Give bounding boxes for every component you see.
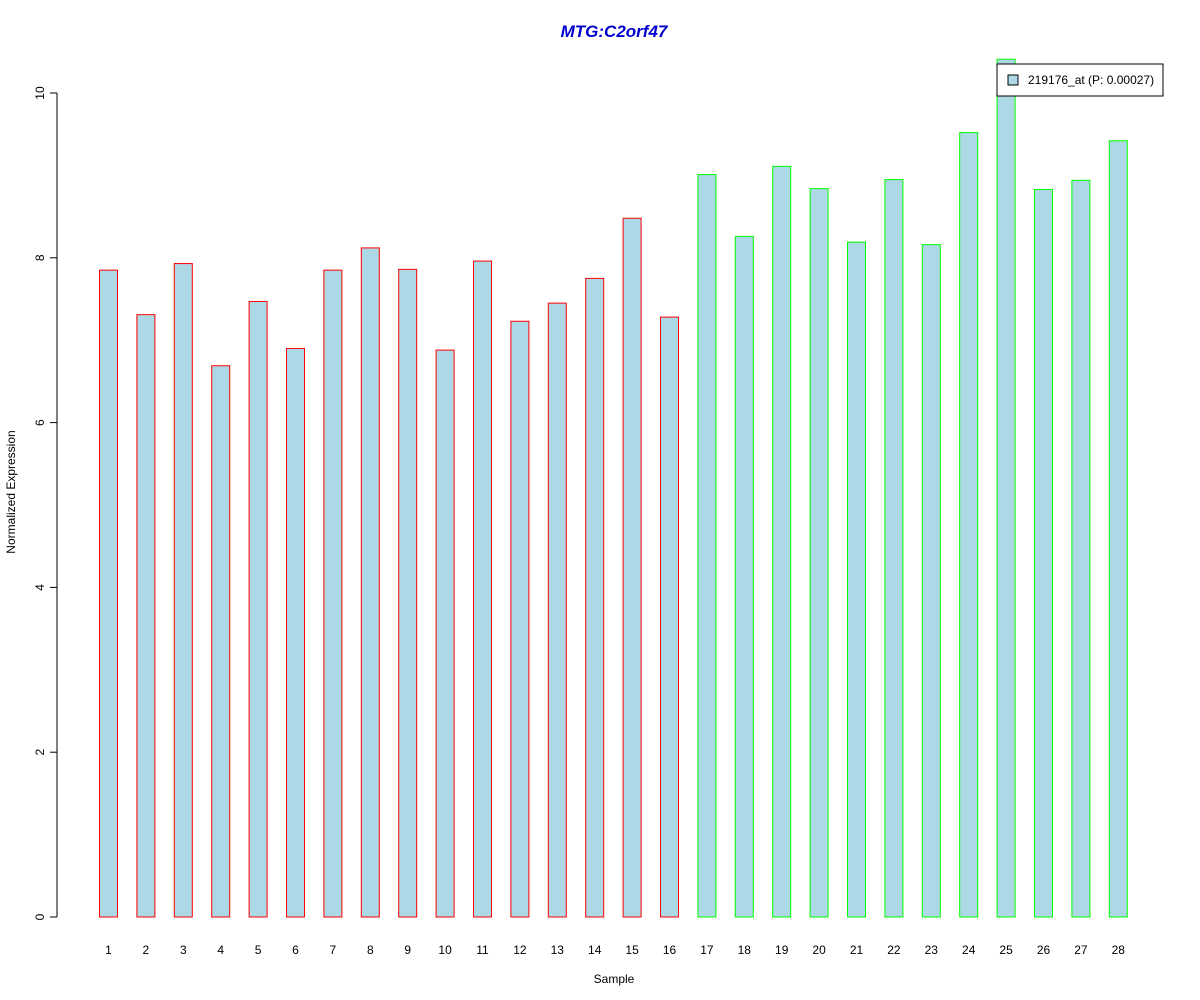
bar — [211, 365, 231, 918]
bar — [847, 241, 866, 918]
x-tick-label: 17 — [700, 943, 714, 957]
bar — [99, 269, 118, 918]
x-tick-label: 12 — [513, 943, 527, 957]
x-tick-label: 13 — [551, 943, 565, 957]
y-tick-label: 2 — [33, 749, 47, 756]
legend: 219176_at (P: 0.00027) — [996, 63, 1164, 97]
x-tick-label: 25 — [999, 943, 1013, 957]
x-tick-label: 3 — [180, 943, 187, 957]
bar — [248, 300, 268, 918]
x-tick-label: 9 — [404, 943, 411, 957]
bar — [398, 268, 418, 918]
bar — [173, 263, 193, 918]
bar — [996, 58, 1016, 918]
x-tick-label: 16 — [663, 943, 677, 957]
bar — [1071, 179, 1091, 918]
bar — [622, 217, 642, 918]
y-tick-label: 6 — [33, 419, 47, 426]
x-tick-label: 8 — [367, 943, 374, 957]
bar — [884, 179, 904, 918]
bar — [1108, 140, 1128, 918]
x-tick-label: 6 — [292, 943, 299, 957]
x-axis-label: Sample — [594, 972, 635, 986]
bars-group — [99, 58, 1128, 918]
y-tick-label: 0 — [33, 913, 47, 920]
x-tick-label: 7 — [330, 943, 337, 957]
bar — [360, 247, 380, 918]
x-tick-label: 11 — [476, 943, 489, 957]
bar — [1034, 188, 1053, 918]
bar — [585, 277, 605, 918]
bar — [734, 235, 754, 918]
bar — [473, 260, 492, 918]
x-tick-label: 2 — [143, 943, 150, 957]
x-tick-label: 22 — [887, 943, 901, 957]
x-tick-label: 5 — [255, 943, 262, 957]
x-tick-labels: 1 2 3 4 5 6 7 8 9 10 11 12 13 14 15 16 17 18 19 20 21 22 23 24 2… — [105, 943, 1125, 957]
bar — [921, 244, 941, 918]
y-tick-label: 10 — [33, 86, 47, 100]
bar — [286, 347, 305, 918]
y-tick-label: 4 — [33, 584, 47, 591]
x-tick-label: 26 — [1037, 943, 1051, 957]
x-tick-label: 19 — [775, 943, 789, 957]
x-tick-label: 23 — [925, 943, 939, 957]
chart-title: MTG:C2orf47 — [561, 22, 669, 41]
bar — [772, 165, 792, 918]
x-tick-label: 20 — [812, 943, 826, 957]
y-axis: 0 2 4 6 8 10 — [33, 86, 58, 920]
x-tick-label: 28 — [1112, 943, 1126, 957]
bar — [435, 349, 455, 918]
x-tick-label: 18 — [738, 943, 752, 957]
legend-box — [996, 63, 1164, 97]
legend-label: 219176_at (P: 0.00027) — [1028, 73, 1154, 87]
bar — [660, 316, 679, 918]
legend-swatch — [1007, 74, 1019, 86]
bar — [697, 174, 717, 918]
x-tick-label: 21 — [850, 943, 864, 957]
bar — [809, 188, 829, 918]
x-tick-label: 4 — [217, 943, 224, 957]
x-tick-label: 1 — [105, 943, 112, 957]
bar — [136, 314, 156, 918]
bar — [959, 132, 979, 918]
x-tick-label: 15 — [625, 943, 639, 957]
x-tick-label: 24 — [962, 943, 976, 957]
bar — [547, 302, 567, 918]
x-tick-label: 14 — [588, 943, 602, 957]
bar — [323, 269, 343, 918]
bar — [510, 320, 530, 918]
x-tick-label: 27 — [1074, 943, 1088, 957]
y-tick-label: 8 — [33, 254, 47, 261]
x-tick-label: 10 — [438, 943, 452, 957]
y-axis-label: Normalized Expression — [4, 430, 18, 553]
